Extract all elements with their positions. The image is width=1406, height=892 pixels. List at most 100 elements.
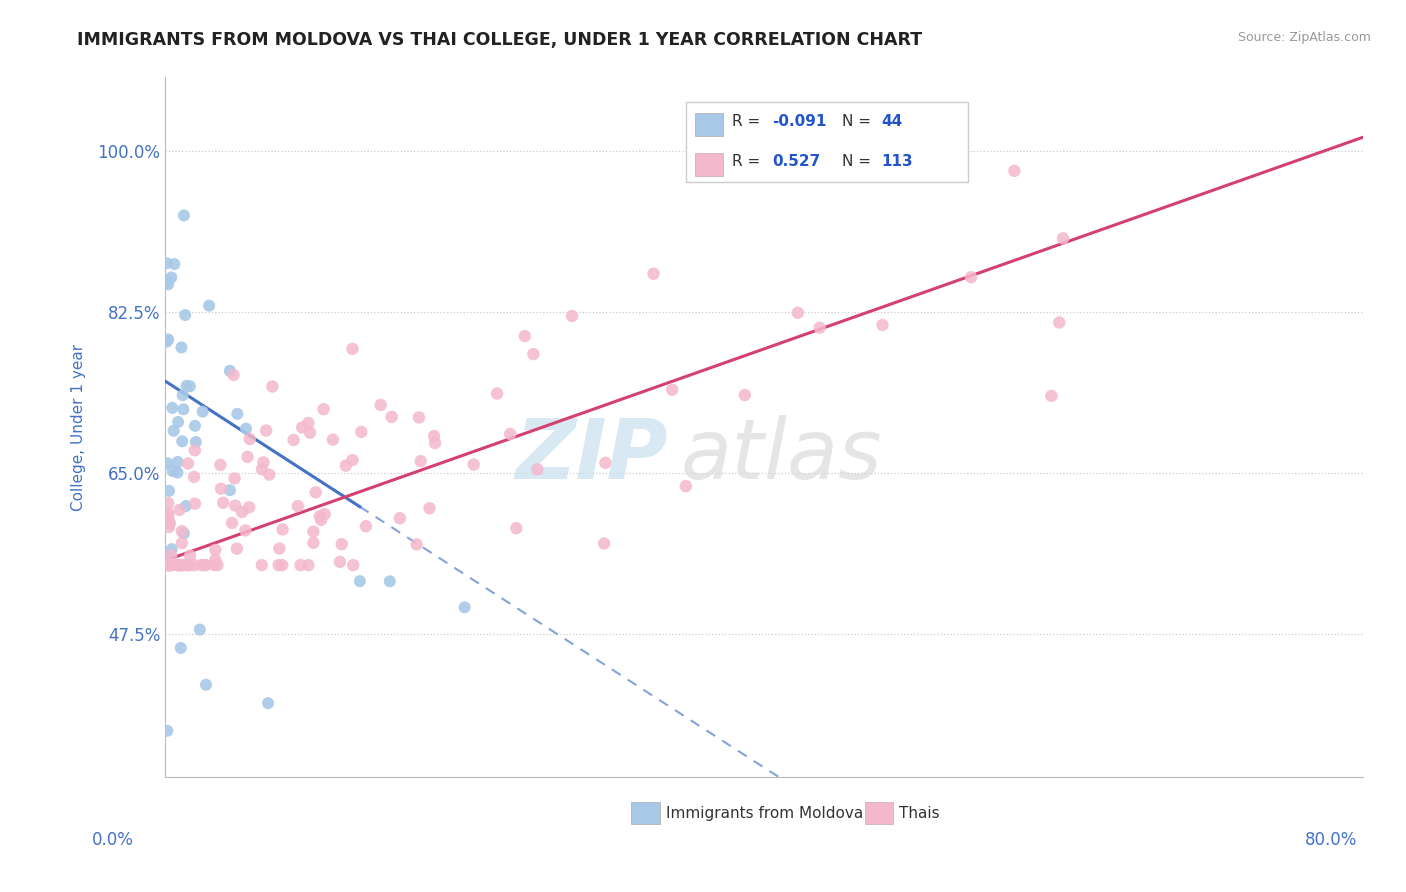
Point [209, 458, 232, 472]
Point [184, 443, 207, 458]
Point [219, 483, 242, 498]
Point [172, 434, 194, 449]
Point [370, 398, 392, 412]
Point [157, 333, 180, 347]
Text: -0.091: -0.091 [772, 114, 827, 129]
Point [872, 318, 894, 332]
Point [225, 541, 247, 556]
Point [176, 379, 198, 393]
Point [291, 420, 314, 434]
Point [302, 524, 325, 539]
Point [505, 521, 527, 535]
Point [204, 553, 226, 567]
Point [163, 257, 186, 271]
Point [170, 524, 193, 539]
Point [184, 418, 207, 433]
Point [218, 364, 240, 378]
Point [162, 464, 184, 478]
Point [257, 467, 280, 482]
Point [238, 500, 260, 515]
Point [157, 515, 180, 529]
Point [250, 462, 273, 476]
Text: 80.0%: 80.0% [1305, 831, 1357, 849]
Point [157, 508, 180, 523]
Point [308, 509, 330, 524]
Point [1002, 164, 1025, 178]
Point [170, 558, 193, 573]
Point [179, 549, 201, 563]
FancyBboxPatch shape [686, 102, 967, 182]
Point [184, 435, 207, 450]
Point [209, 482, 232, 496]
Point [172, 388, 194, 402]
Point [287, 499, 309, 513]
FancyBboxPatch shape [695, 153, 723, 176]
Point [314, 507, 336, 521]
Point [166, 466, 188, 480]
Point [156, 549, 179, 563]
Point [236, 450, 259, 464]
Text: 0.0%: 0.0% [91, 831, 134, 849]
Point [381, 409, 404, 424]
Point [221, 516, 243, 530]
Point [166, 455, 188, 469]
Point [170, 536, 193, 550]
Point [463, 458, 485, 472]
Point [408, 410, 430, 425]
Point [593, 536, 616, 550]
Text: Source: ZipAtlas.com: Source: ZipAtlas.com [1237, 31, 1371, 45]
Point [298, 425, 321, 440]
Point [183, 470, 205, 484]
Point [405, 537, 427, 551]
Text: 0.527: 0.527 [772, 153, 821, 169]
Text: N =: N = [842, 114, 876, 129]
Point [309, 513, 332, 527]
Point [1040, 389, 1063, 403]
Point [174, 499, 197, 513]
Point [342, 342, 364, 356]
Text: atlas: atlas [681, 415, 882, 496]
Point [157, 496, 180, 510]
Point [305, 485, 328, 500]
Point [177, 558, 200, 573]
Point [160, 549, 183, 563]
Point [1047, 316, 1070, 330]
Point [204, 543, 226, 558]
Point [1052, 231, 1074, 245]
Point [156, 334, 179, 349]
Point [157, 483, 180, 498]
Point [159, 516, 181, 531]
Point [172, 402, 194, 417]
Point [166, 558, 188, 573]
Point [267, 558, 290, 573]
Point [157, 506, 180, 520]
Text: ZIP: ZIP [516, 415, 668, 496]
Point [522, 347, 544, 361]
Point [513, 329, 536, 343]
Point [342, 453, 364, 467]
Point [179, 379, 201, 393]
Point [388, 511, 411, 525]
Point [170, 341, 193, 355]
Point [312, 402, 335, 417]
Point [157, 520, 180, 534]
Point [160, 542, 183, 557]
Text: Thais: Thais [900, 805, 941, 821]
Point [156, 456, 179, 470]
Point [157, 277, 180, 292]
Point [162, 424, 184, 438]
Point [156, 274, 179, 288]
Point [173, 526, 195, 541]
Point [329, 555, 352, 569]
Point [330, 537, 353, 551]
Point [191, 404, 214, 418]
Point [160, 558, 183, 573]
Point [349, 574, 371, 589]
Point [409, 454, 432, 468]
Point [499, 426, 522, 441]
Point [177, 457, 200, 471]
Point [250, 558, 273, 573]
Point [423, 429, 446, 443]
Point [235, 524, 257, 538]
Point [212, 496, 235, 510]
